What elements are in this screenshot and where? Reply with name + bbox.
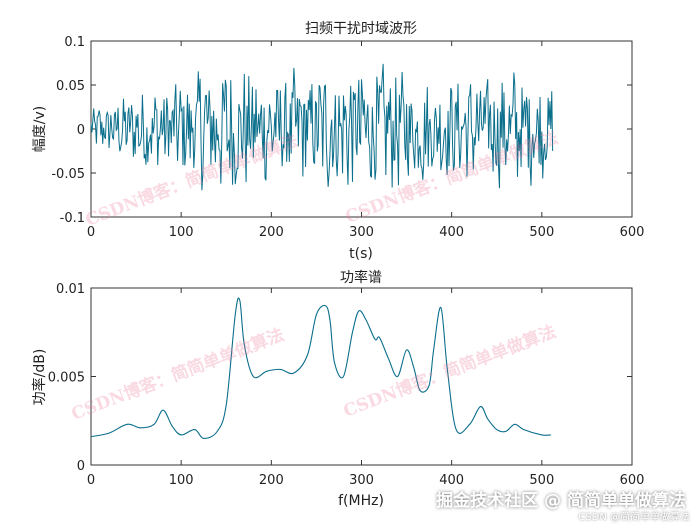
x-tick-label: 500 (529, 473, 554, 488)
x-tick: 0 (87, 288, 95, 488)
x-tick-label: 0 (87, 225, 95, 240)
series-line (90, 63, 554, 191)
y-tick-label: 0.05 (56, 79, 85, 94)
plot-area (90, 40, 633, 218)
x-tick-label: 300 (349, 473, 374, 488)
x-tick-label: 600 (620, 225, 645, 240)
x-tick: 100 (169, 41, 194, 240)
y-tick-label: 0.1 (64, 35, 85, 50)
x-axis: 0 100 200 300 400 500 600 (87, 288, 645, 488)
series-line (90, 297, 551, 440)
x-tick: 600 (620, 288, 645, 488)
y-axis: -0.1 -0.05 0 0.05 0.1 (51, 35, 632, 226)
source-brand: 掘金技术社区 @ 简简单单做算法 (436, 491, 686, 511)
y-axis-label: 功率/dB) (31, 349, 48, 406)
plot-area (90, 287, 633, 466)
y-tick-label: 0 (77, 123, 85, 138)
y-tick-label: -0.05 (51, 167, 85, 182)
x-tick-label: 200 (259, 225, 284, 240)
x-tick: 100 (169, 288, 194, 488)
x-tick: 300 (349, 41, 374, 240)
x-tick-label: 600 (620, 473, 645, 488)
y-tick: 0.1 (64, 35, 632, 50)
y-axis-label: 幅度/v) (32, 106, 48, 152)
x-tick: 200 (259, 41, 284, 240)
y-tick-label: 0.005 (48, 371, 85, 386)
x-tick-label: 500 (529, 225, 554, 240)
x-tick-label: 300 (349, 225, 374, 240)
x-tick-label: 100 (169, 225, 194, 240)
y-tick: -0.05 (51, 167, 632, 182)
x-tick: 400 (439, 288, 464, 488)
y-tick-label: 0 (77, 459, 85, 474)
x-tick-label: 400 (439, 473, 464, 488)
y-axis: 0 0.005 0.01 (48, 282, 632, 474)
subplot-time-domain: 扫频干扰时域波形 -0.1 -0.05 0 0.05 0.1 0 100 200 300 400… (32, 21, 644, 262)
chart-title: 功率谱 (340, 269, 382, 286)
y-tick: 0 (77, 459, 632, 474)
chart-title: 扫频干扰时域波形 (305, 21, 417, 37)
y-tick: 0.05 (56, 79, 632, 94)
source-sub-brand: CSDN @简简单单做算法 (578, 512, 690, 523)
x-tick: 600 (620, 41, 645, 240)
x-tick: 500 (529, 288, 554, 488)
x-tick: 0 (87, 41, 95, 240)
x-axis: 0 100 200 300 400 500 600 (87, 41, 645, 240)
x-axis-label: f(MHz) (338, 493, 384, 509)
x-tick: 200 (259, 288, 284, 488)
x-tick-label: 200 (259, 473, 284, 488)
x-tick: 300 (349, 288, 374, 488)
x-axis-label: t(s) (349, 246, 373, 262)
x-tick-label: 0 (87, 473, 95, 488)
x-tick: 500 (529, 41, 554, 240)
y-tick-label: -0.1 (60, 211, 85, 226)
x-tick-label: 100 (169, 473, 194, 488)
x-tick: 400 (439, 41, 464, 240)
x-tick-label: 400 (439, 225, 464, 240)
y-tick: 0.005 (48, 371, 632, 386)
y-tick: 0.01 (56, 282, 632, 297)
subplot-power-spectrum: 功率谱 0 0.005 0.01 0 100 200 300 400 500 600 f(MHz… (31, 269, 644, 509)
y-tick-label: 0.01 (56, 282, 85, 297)
y-tick: -0.1 (60, 211, 632, 226)
